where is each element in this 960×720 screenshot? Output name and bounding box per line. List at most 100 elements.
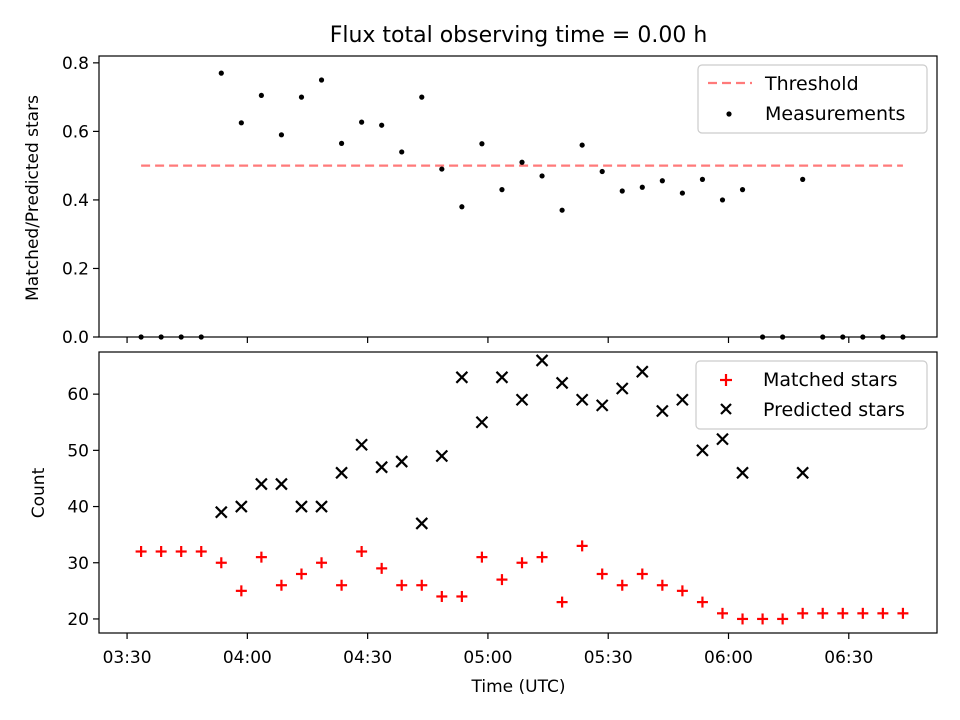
predicted-star-stroke-b bbox=[535, 354, 549, 367]
predicted-star-stroke-b bbox=[255, 477, 268, 491]
measurement-point bbox=[439, 166, 445, 172]
measurement-point bbox=[338, 140, 345, 146]
predicted-star-stroke-b bbox=[575, 393, 589, 407]
x-tick-label: 05:30 bbox=[584, 648, 633, 668]
bottom-y-tick-label: 20 bbox=[67, 610, 89, 630]
predicted-star-marker bbox=[435, 449, 449, 463]
predicted-star-stroke-b bbox=[455, 371, 469, 384]
matched-star-marker bbox=[436, 590, 448, 602]
matched-star-marker bbox=[476, 551, 488, 563]
matched-star-marker bbox=[716, 607, 728, 619]
measurement-point bbox=[519, 159, 525, 165]
predicted-star-marker bbox=[335, 466, 348, 480]
measurement-point bbox=[218, 70, 224, 76]
x-tick-label: 04:30 bbox=[343, 648, 392, 668]
predicted-star-marker bbox=[515, 393, 529, 407]
measurement-point bbox=[399, 149, 405, 155]
legend-predicted-swatch bbox=[720, 403, 732, 415]
predicted-star-stroke-b bbox=[375, 460, 388, 474]
matched-star-marker bbox=[316, 557, 328, 569]
top-legend: Threshold Measurements bbox=[697, 64, 928, 134]
matched-star-marker bbox=[536, 551, 548, 563]
measurement-point bbox=[679, 190, 685, 196]
matched-star-marker bbox=[416, 579, 428, 591]
measurement-point bbox=[699, 176, 706, 182]
predicted-star-stroke-b bbox=[235, 500, 248, 513]
measurement-point bbox=[619, 188, 625, 194]
predicted-star-marker bbox=[696, 444, 709, 457]
predicted-star-stroke-b bbox=[656, 404, 669, 418]
measurement-point bbox=[739, 187, 746, 193]
x-tick-label: 05:00 bbox=[463, 648, 512, 668]
measurement-point bbox=[238, 120, 244, 126]
predicted-star-stroke-b bbox=[395, 455, 409, 468]
top-y-tick-label: 0.4 bbox=[62, 191, 89, 211]
matched-star-marker bbox=[155, 546, 167, 558]
predicted-star-marker bbox=[455, 371, 469, 384]
top-axes-frame bbox=[98, 55, 938, 338]
measurement-point bbox=[359, 119, 365, 125]
x-tick-label: 06:30 bbox=[824, 648, 873, 668]
matched-star-marker bbox=[295, 568, 307, 580]
top-y-tick-label: 0.6 bbox=[62, 122, 89, 142]
matched-star-marker bbox=[195, 546, 207, 558]
predicted-star-stroke-b bbox=[555, 376, 569, 390]
matched-star-marker bbox=[356, 546, 368, 558]
predicted-star-marker bbox=[736, 466, 749, 480]
top-y-tick-label: 0.0 bbox=[62, 328, 89, 348]
matched-star-marker bbox=[737, 613, 749, 625]
top-y-tick-label: 0.2 bbox=[62, 259, 89, 279]
matched-star-marker bbox=[777, 613, 789, 625]
predicted-star-marker bbox=[375, 460, 388, 474]
bottom-y-tick-label: 50 bbox=[67, 441, 89, 461]
bottom-y-tick-label: 40 bbox=[67, 498, 89, 518]
predicted-star-marker bbox=[595, 399, 609, 412]
matched-star-marker bbox=[757, 613, 769, 625]
predicted-star-stroke-b bbox=[355, 438, 368, 452]
matched-star-marker bbox=[596, 568, 608, 580]
measurement-point bbox=[659, 178, 665, 184]
measurement-point bbox=[258, 92, 264, 99]
predicted-star-marker bbox=[495, 371, 509, 384]
bottom-y-tick-label: 60 bbox=[67, 385, 89, 405]
predicted-star-stroke-b bbox=[475, 415, 489, 429]
x-tick-label: 04:00 bbox=[223, 648, 272, 668]
matched-star-marker bbox=[336, 579, 348, 591]
measurement-point bbox=[459, 204, 465, 210]
predicted-star-stroke-b bbox=[295, 500, 308, 513]
measurement-point bbox=[419, 94, 425, 100]
legend-matched-swatch bbox=[720, 374, 732, 386]
matched-star-marker bbox=[636, 568, 648, 580]
legend-measurements-label: Measurements bbox=[765, 103, 905, 125]
measurement-point bbox=[719, 197, 726, 203]
measurement-point bbox=[499, 187, 505, 193]
matched-star-marker bbox=[877, 607, 889, 619]
matched-star-marker bbox=[175, 546, 187, 558]
matched-star-marker bbox=[676, 585, 688, 597]
predicted-star-stroke-b bbox=[435, 449, 449, 463]
predicted-star-stroke-b bbox=[636, 365, 649, 378]
matched-star-marker bbox=[797, 607, 809, 619]
measurement-point bbox=[539, 173, 545, 179]
predicted-star-marker bbox=[676, 393, 689, 407]
predicted-star-marker bbox=[656, 404, 669, 418]
predicted-star-stroke-b bbox=[495, 371, 509, 384]
bottom-legend: Matched stars Predicted stars bbox=[695, 360, 928, 430]
predicted-star-stroke-b bbox=[595, 399, 609, 412]
predicted-star-stroke-b bbox=[615, 382, 629, 395]
legend-measurements-swatch bbox=[726, 111, 732, 117]
predicted-star-stroke-b bbox=[315, 500, 328, 513]
predicted-star-marker bbox=[215, 505, 228, 519]
x-tick-label: 03:30 bbox=[103, 648, 152, 668]
bottom-axes-frame bbox=[98, 351, 938, 634]
predicted-star-stroke-b bbox=[736, 466, 749, 480]
matched-star-marker bbox=[696, 596, 708, 608]
bottom-plot-area bbox=[135, 354, 909, 625]
matched-star-marker bbox=[396, 579, 408, 591]
predicted-star-stroke-b bbox=[716, 432, 729, 446]
predicted-star-marker bbox=[315, 500, 328, 513]
matched-star-marker bbox=[255, 551, 267, 563]
x-tick-label: 06:00 bbox=[704, 648, 753, 668]
matched-star-marker bbox=[235, 585, 247, 597]
predicted-star-stroke-b bbox=[676, 393, 689, 407]
